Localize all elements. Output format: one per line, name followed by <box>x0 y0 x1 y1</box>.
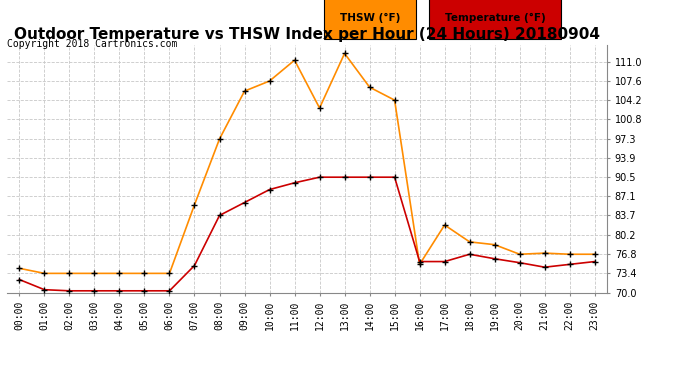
Text: Temperature (°F): Temperature (°F) <box>445 13 546 23</box>
Title: Outdoor Temperature vs THSW Index per Hour (24 Hours) 20180904: Outdoor Temperature vs THSW Index per Ho… <box>14 27 600 42</box>
Text: THSW (°F): THSW (°F) <box>340 13 400 23</box>
Text: Copyright 2018 Cartronics.com: Copyright 2018 Cartronics.com <box>7 39 177 50</box>
